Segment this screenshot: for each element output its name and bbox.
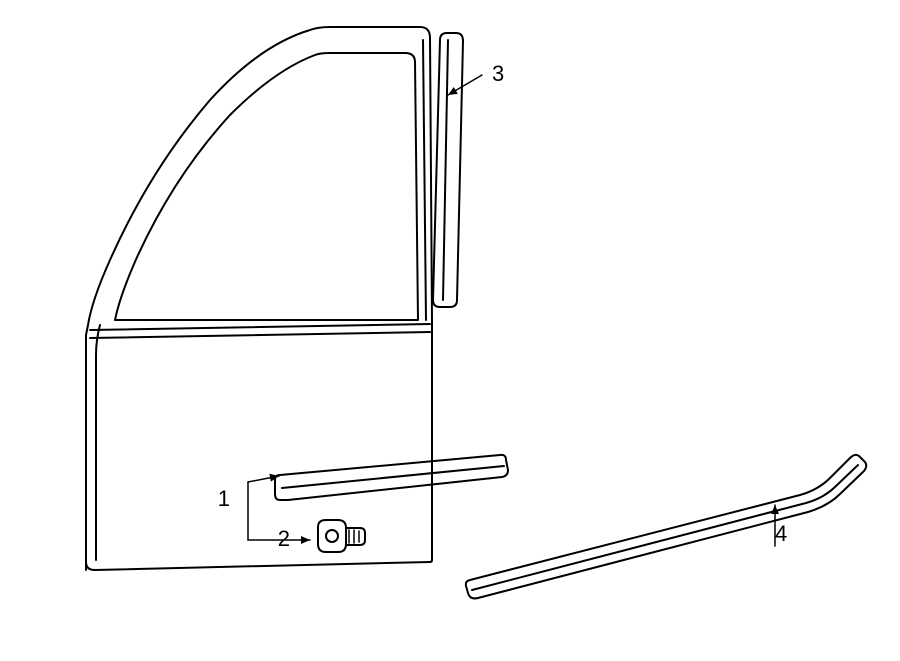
door-outer-path: [86, 27, 432, 570]
callout-label-4: 4: [775, 521, 787, 546]
door-outline: [86, 27, 432, 570]
door-rear-edge-inner: [423, 40, 426, 320]
door-beltline: [90, 324, 430, 338]
part-4-rocker-molding: [466, 455, 866, 599]
callout-label-1: 1: [218, 486, 230, 511]
leader-lines: [248, 75, 779, 546]
door-window-opening: [115, 53, 418, 320]
part-3-pillar-applique: [433, 33, 463, 307]
door-front-fillet: [96, 325, 100, 560]
part-1-door-lower-molding: [275, 455, 508, 500]
part-2-clip: [318, 520, 365, 552]
callout-label-3: 3: [492, 61, 504, 86]
callout-label-2: 2: [278, 526, 290, 551]
